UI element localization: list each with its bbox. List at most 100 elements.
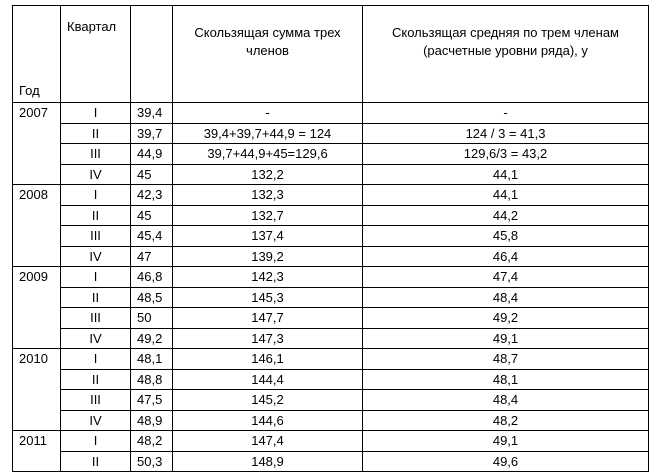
header-cell: Скользящая сумма трех членов: [172, 5, 363, 103]
quarter-cell: II: [60, 286, 131, 308]
sum-cell: 137,4: [172, 225, 363, 247]
header-cell: Год: [12, 5, 61, 103]
average-cell: 48,1: [362, 368, 649, 390]
table-row: 2011 I 48,2 147,4 49,1: [12, 430, 649, 472]
quarter-cell: I: [60, 184, 131, 206]
value-cell: 49,2: [130, 327, 173, 349]
value-cell: 39,4: [130, 102, 173, 124]
table-row: III 44,9 39,7+44,9+45=129,6 129,6/3 = 43,2: [13, 143, 649, 165]
table-row: III 47,5 145,2 48,4: [13, 389, 649, 411]
quarter-cell: IV: [60, 163, 131, 185]
average-cell: 49,1: [362, 327, 649, 349]
average-cell: 45,8: [362, 225, 649, 247]
table-header: Год Квартал Скользящая сумма трех членов…: [12, 5, 649, 103]
table-row: IV 48,9 144,6 48,2: [13, 409, 649, 431]
quarter-cell: III: [60, 307, 131, 329]
sum-cell: 145,2: [172, 389, 363, 411]
average-cell: 48,2: [362, 409, 649, 431]
table-row: 2010 I 48,1 146,1 48,7: [12, 348, 649, 431]
average-cell: 49,6: [362, 450, 649, 472]
value-cell: 39,7: [130, 122, 173, 144]
sum-cell: 139,2: [172, 245, 363, 267]
quarter-cell: II: [60, 204, 131, 226]
page: Год Квартал Скользящая сумма трех членов…: [12, 5, 649, 472]
table-row: III 45,4 137,4 45,8: [13, 225, 649, 247]
value-cell: 44,9: [130, 143, 173, 165]
table-row: IV 45 132,2 44,1: [13, 163, 649, 185]
value-cell: 45,4: [130, 225, 173, 247]
quarter-cell: IV: [60, 245, 131, 267]
quarter-cell: III: [60, 389, 131, 411]
average-cell: 129,6/3 = 43,2: [362, 143, 649, 165]
average-cell: 48,7: [362, 348, 649, 370]
header-cell: [130, 5, 173, 103]
value-cell: 48,5: [130, 286, 173, 308]
sum-cell: 148,9: [172, 450, 363, 472]
average-cell: 48,4: [362, 389, 649, 411]
value-cell: 48,9: [130, 409, 173, 431]
average-cell: 44,1: [362, 184, 649, 206]
quarter-cell: I: [60, 266, 131, 288]
table-row: II 39,7 39,4+39,7+44,9 = 124 124 / 3 = 41,3: [13, 122, 649, 144]
value-cell: 48,2: [130, 430, 173, 452]
header-row: Год Квартал Скользящая сумма трех членов…: [12, 5, 649, 103]
sum-cell: 39,4+39,7+44,9 = 124: [172, 122, 363, 144]
year-cell: 2009: [12, 266, 61, 349]
quarter-cell: III: [60, 225, 131, 247]
header-cell: Скользящая средняя по трем членам (расче…: [362, 5, 649, 103]
sum-cell: -: [172, 102, 363, 124]
value-cell: 46,8: [130, 266, 173, 288]
quarter-cell: II: [60, 368, 131, 390]
average-cell: 47,4: [362, 266, 649, 288]
value-cell: 42,3: [130, 184, 173, 206]
value-cell: 50,3: [130, 450, 173, 472]
table-row: IV 47 139,2 46,4: [13, 245, 649, 267]
sum-cell: 147,7: [172, 307, 363, 329]
table-body: 2007 I 39,4- - II 39,7 39,4+39,7+44,9 = 124 124…: [12, 102, 649, 472]
sum-cell: 132,7: [172, 204, 363, 226]
sum-cell: 147,4: [172, 430, 363, 452]
sum-cell: 132,3: [172, 184, 363, 206]
quarter-cell: I: [60, 348, 131, 370]
table-row: II 45 132,7 44,2: [13, 204, 649, 226]
value-cell: 47: [130, 245, 173, 267]
table-row: 2009 I 46,8 142,3 47,4: [12, 266, 649, 349]
average-cell: 124 / 3 = 41,3: [362, 122, 649, 144]
table-row: 2008 I 42,3 132,3 44,1: [12, 184, 649, 267]
average-cell: 44,2: [362, 204, 649, 226]
year-cell: 2007: [12, 102, 61, 185]
table-row: 2007 I 39,4- -: [12, 102, 649, 185]
quarter-cell: II: [60, 122, 131, 144]
average-cell: 46,4: [362, 245, 649, 267]
sum-cell: 145,3: [172, 286, 363, 308]
average-cell: -: [362, 102, 649, 124]
data-table: Год Квартал Скользящая сумма трех членов…: [12, 5, 649, 472]
value-cell: 47,5: [130, 389, 173, 411]
table-row: IV 49,2 147,3 49,1: [13, 327, 649, 349]
year-cell: 2008: [12, 184, 61, 267]
sum-cell: 144,4: [172, 368, 363, 390]
value-cell: 45: [130, 204, 173, 226]
value-cell: 48,8: [130, 368, 173, 390]
value-cell: 48,1: [130, 348, 173, 370]
table-row: III 50 147,7 49,2: [13, 307, 649, 329]
quarter-cell: IV: [60, 327, 131, 349]
average-cell: 49,1: [362, 430, 649, 452]
year-cell: 2010: [12, 348, 61, 431]
table-row: II 48,8 144,4 48,1: [13, 368, 649, 390]
year-cell: 2011: [12, 430, 61, 472]
sum-cell: 146,1: [172, 348, 363, 370]
header-cell: Квартал: [60, 5, 131, 103]
quarter-cell: IV: [60, 409, 131, 431]
quarter-cell: I: [60, 102, 131, 124]
average-cell: 44,1: [362, 163, 649, 185]
table-row: II 50,3 148,9 49,6: [13, 450, 649, 472]
quarter-cell: III: [60, 143, 131, 165]
value-cell: 50: [130, 307, 173, 329]
quarter-cell: II: [60, 450, 131, 472]
sum-cell: 144,6: [172, 409, 363, 431]
quarter-cell: I: [60, 430, 131, 452]
sum-cell: 147,3: [172, 327, 363, 349]
average-cell: 49,2: [362, 307, 649, 329]
sum-cell: 39,7+44,9+45=129,6: [172, 143, 363, 165]
